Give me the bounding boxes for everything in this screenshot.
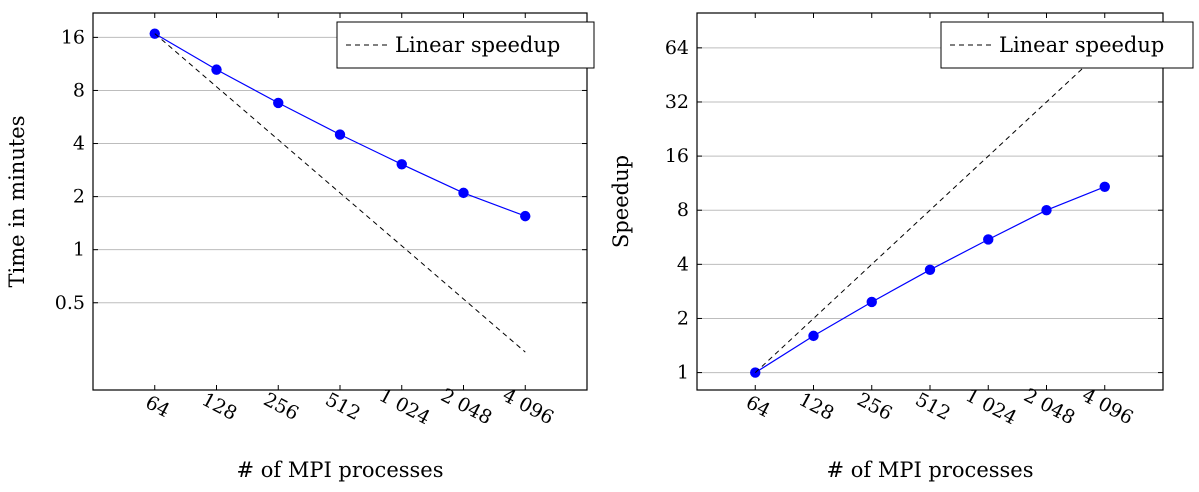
- x-tick-label: 1 024: [375, 384, 433, 429]
- data-point: [273, 97, 284, 109]
- y-tick-label: 8: [677, 199, 689, 221]
- speedup-chart: 1 2 4 8 16 32 64 64 128 256 512 1 024 2 048 4 096 # of…: [609, 12, 1194, 482]
- data-point: [396, 159, 407, 170]
- y-tick-label: 0.5: [55, 292, 85, 314]
- y-tick-label: 64: [665, 37, 689, 59]
- x-tick-label: 4 096: [499, 384, 557, 429]
- legend-box: [336, 21, 595, 69]
- data-point: [149, 28, 160, 39]
- legend-label: Linear speedup: [999, 33, 1164, 57]
- y-tick-label: 2: [677, 307, 689, 329]
- x-tick-label: 256: [260, 388, 302, 424]
- time-chart: 0.5 1 2 4 8 16 64 128 256 512 1 024 2 048 4 096 # of …: [5, 12, 595, 482]
- y-tick-label: 16: [665, 145, 689, 167]
- x-tick-label: 64: [742, 391, 774, 422]
- y-tick-label: 2: [73, 186, 85, 208]
- y-axis-title: Speedup: [609, 155, 633, 248]
- linear-speedup-line: [754, 47, 1106, 373]
- x-tick-label: 128: [198, 388, 240, 424]
- y-tick-label: 4: [677, 253, 689, 275]
- y-tick-label: 1: [73, 239, 85, 261]
- measured-series-line: [754, 186, 1106, 374]
- x-tick-label: 512: [912, 388, 954, 424]
- data-point: [866, 296, 877, 308]
- data-point: [458, 187, 469, 199]
- x-tick-label: 2 048: [1020, 384, 1078, 429]
- x-tick-label: 128: [795, 388, 837, 424]
- data-point: [520, 210, 531, 222]
- y-axis-title: Time in minutes: [5, 116, 29, 288]
- data-point: [750, 367, 761, 378]
- data-point: [1041, 205, 1052, 216]
- data-point: [983, 234, 994, 245]
- x-tick-label: 1 024: [962, 384, 1020, 429]
- y-tick-label: 8: [73, 79, 85, 101]
- x-tick-label: 4 096: [1078, 384, 1136, 429]
- data-point: [1099, 181, 1110, 192]
- y-tick-label: 4: [73, 133, 85, 155]
- x-tick-label: 64: [142, 391, 174, 422]
- x-tick-label: 256: [853, 388, 895, 424]
- data-point: [808, 330, 819, 342]
- x-axis-title: # of MPI processes: [236, 458, 443, 482]
- data-point: [924, 264, 936, 275]
- plot-frame: [696, 12, 1164, 391]
- y-tick-label: 1: [677, 362, 689, 384]
- data-point: [334, 129, 346, 140]
- legend-label: Linear speedup: [395, 33, 560, 57]
- plot-frame: [92, 12, 588, 391]
- y-tick-label: 16: [61, 26, 85, 48]
- x-tick-label: 2 048: [437, 384, 495, 429]
- data-point: [211, 64, 222, 75]
- x-tick-label: 512: [322, 388, 364, 424]
- legend-box: [940, 21, 1194, 69]
- x-axis-title: # of MPI processes: [826, 458, 1033, 482]
- y-tick-label: 32: [665, 91, 689, 113]
- linear-speedup-line: [154, 33, 526, 353]
